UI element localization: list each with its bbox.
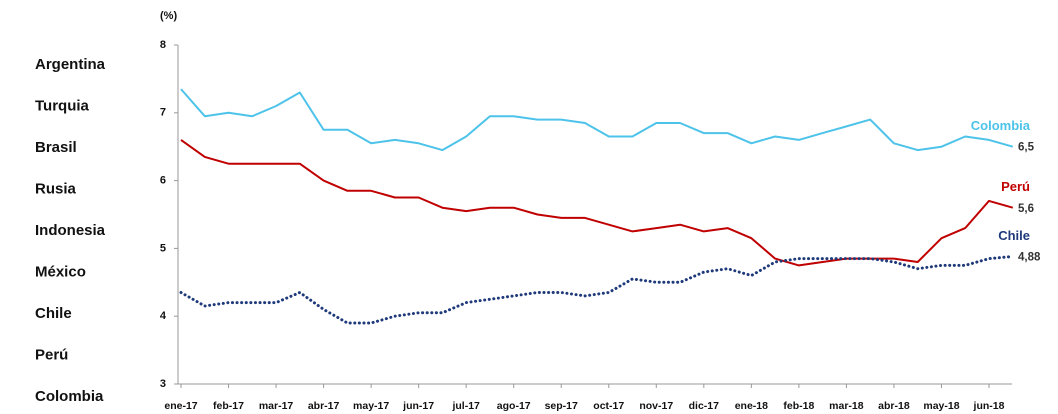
x-tick-label: nov-17 [639, 400, 673, 412]
series-line [180, 139, 1014, 267]
end-value-label: 5,6 [1018, 203, 1034, 215]
side-label: Perú [35, 346, 68, 363]
x-tick-label: ene-17 [164, 400, 197, 412]
y-tick-label: 6 [160, 175, 166, 187]
x-tick-label: feb-18 [783, 400, 814, 412]
x-tick-label: mar-17 [259, 400, 294, 412]
x-tick-label: dic-17 [689, 400, 720, 412]
side-label: Colombia [35, 388, 104, 405]
x-tick-label: may-17 [353, 400, 389, 412]
y-tick-label: 8 [160, 39, 166, 51]
x-tick-label: ago-17 [497, 400, 531, 412]
series-line [180, 88, 1014, 152]
side-label: Argentina [35, 56, 106, 73]
x-tick-label: mar-18 [829, 400, 864, 412]
series-name: Colombia [971, 118, 1031, 133]
y-tick-label: 3 [160, 378, 166, 390]
x-tick-label: jun-17 [402, 400, 434, 412]
x-tick-label: sep-17 [545, 400, 578, 412]
series-line [179, 255, 1015, 325]
x-tick-label: feb-17 [213, 400, 244, 412]
side-label: Turquia [35, 97, 90, 114]
x-tick-label: abr-17 [308, 400, 340, 412]
x-tick-label: may-18 [923, 400, 959, 412]
side-label: Brasil [35, 139, 77, 156]
x-tick-label: ene-18 [735, 400, 768, 412]
x-tick-label: jul-17 [451, 400, 480, 412]
side-label: México [35, 263, 86, 280]
y-tick-label: 4 [160, 310, 167, 322]
side-label: Chile [35, 305, 72, 322]
series-name: Perú [1001, 179, 1030, 194]
y-axis-label: (%) [160, 10, 177, 22]
x-tick-label: abr-18 [878, 400, 910, 412]
side-label: Indonesia [35, 222, 106, 239]
y-tick-label: 7 [160, 107, 166, 119]
x-tick-label: oct-17 [593, 400, 624, 412]
series-name: Chile [998, 228, 1030, 243]
end-value-label: 4,88 [1018, 252, 1041, 264]
x-tick-label: jun-18 [973, 400, 1005, 412]
end-value-label: 6,5 [1018, 142, 1035, 154]
side-label: Rusia [35, 180, 77, 197]
y-tick-label: 5 [160, 242, 166, 254]
